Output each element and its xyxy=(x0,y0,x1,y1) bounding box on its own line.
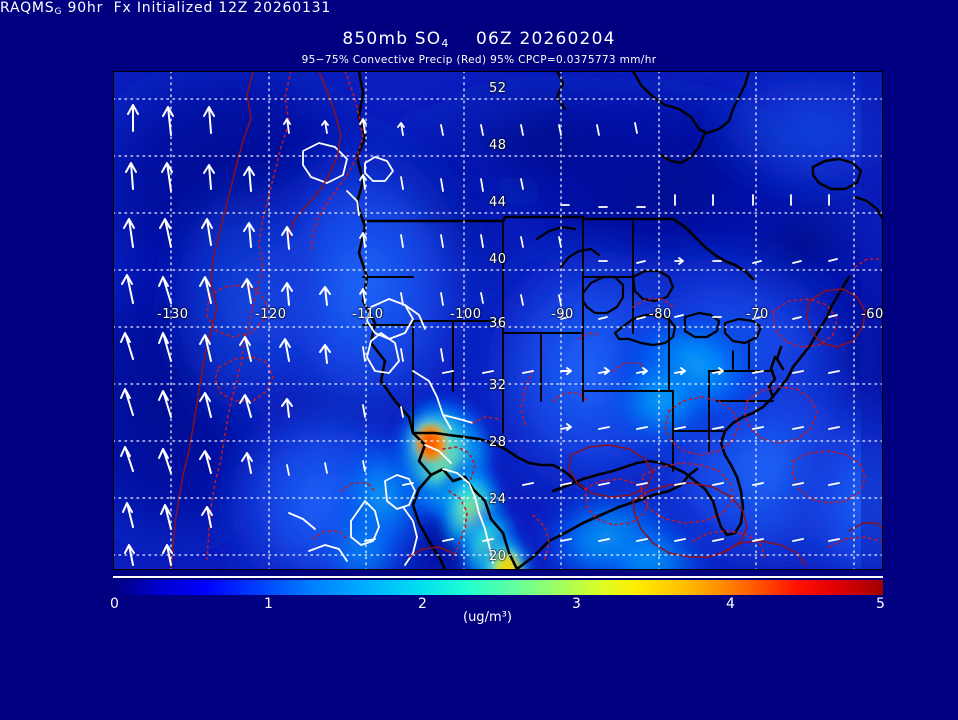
colorbar-gradient xyxy=(113,580,883,595)
ytick-label-28: 28 xyxy=(489,435,507,450)
xtick-label--90: -90 xyxy=(551,307,574,322)
ytick-label-24: 24 xyxy=(489,492,507,507)
xtick-label--120: -120 xyxy=(255,307,287,322)
ytick-label-36: 36 xyxy=(489,316,507,331)
ytick-label-48: 48 xyxy=(489,138,507,153)
colorbar-units-label: (ug/m³) xyxy=(463,610,512,625)
xtick-label--80: -80 xyxy=(649,307,672,322)
model-run-caption: RAQMSG 90hr Fx Initialized 12Z 20260131 xyxy=(0,0,958,17)
colorbar-tick-2: 2 xyxy=(418,596,427,612)
xtick-label--70: -70 xyxy=(746,307,769,322)
ytick-label-40: 40 xyxy=(489,252,507,267)
figure-title-species: 850mb SO xyxy=(342,29,442,49)
us-canada-border xyxy=(361,215,755,281)
ytick-label-52: 52 xyxy=(489,81,507,96)
ytick-label-44: 44 xyxy=(489,195,507,210)
map-plot-area xyxy=(113,71,883,570)
xtick-label--60: -60 xyxy=(861,307,884,322)
wind-vector-overlay xyxy=(120,104,840,566)
model-name: RAQMS xyxy=(0,0,55,16)
model-run-info: 90hr Fx Initialized 12Z 20260131 xyxy=(62,0,332,16)
ytick-label-32: 32 xyxy=(489,378,507,393)
colorbar-tick-1: 1 xyxy=(264,596,273,612)
figure-title-valid-time: 06Z 20260204 xyxy=(476,29,616,49)
xtick-label--100: -100 xyxy=(450,307,482,322)
model-name-subscript: G xyxy=(54,7,63,17)
colorbar-tick-5: 5 xyxy=(876,596,885,612)
colorbar-tick-4: 4 xyxy=(726,596,735,612)
great-lakes-path xyxy=(535,225,763,347)
state-borders-black xyxy=(362,216,774,472)
figure-subtitle: 95−75% Convective Precip (Red) 95% CPCP=… xyxy=(301,54,657,66)
colorbar-tick-3: 3 xyxy=(572,596,581,612)
colorbar-top-rule xyxy=(113,576,883,578)
xtick-label--130: -130 xyxy=(157,307,189,322)
xtick-label--110: -110 xyxy=(352,307,384,322)
precip-75pct-contour xyxy=(170,71,883,570)
colorbar-tick-0: 0 xyxy=(110,596,119,612)
figure-title-subscript: 4 xyxy=(441,37,450,50)
colorbar xyxy=(113,578,883,595)
ytick-label-20: 20 xyxy=(489,549,507,564)
graticule-grid xyxy=(113,71,883,570)
figure-title: 850mb SO4 06Z 20260204 xyxy=(0,29,958,50)
coastline-and-borders-overlay xyxy=(113,71,883,570)
us-mexico-border xyxy=(411,431,587,491)
